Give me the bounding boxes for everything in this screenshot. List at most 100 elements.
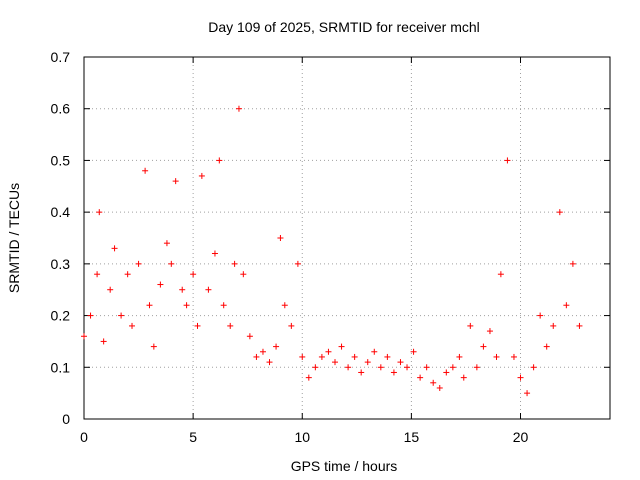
data-point [456,353,463,360]
data-point [467,322,474,329]
data-point [517,374,524,381]
data-point [205,286,212,293]
data-point [384,353,391,360]
y-tick-label: 0.2 [51,308,71,324]
y-tick-label: 0.1 [51,359,71,375]
chart-title: Day 109 of 2025, SRMTID for receiver mch… [208,19,480,35]
data-point [480,343,487,350]
data-point [194,322,201,329]
data-point [172,178,179,185]
data-point [443,369,450,376]
data-point [497,271,504,278]
y-tick-label: 0.7 [51,49,71,65]
x-tick-label: 5 [189,429,197,445]
data-point [345,364,352,371]
data-point [124,271,131,278]
data-point [211,250,218,257]
y-tick-label: 0.5 [51,152,71,168]
x-tick-label: 15 [404,429,420,445]
data-point [231,260,238,267]
data-point [537,312,544,319]
data-point [111,245,118,252]
x-tick-label: 10 [294,429,310,445]
axis-ticks: 0 0.1 0.2 0.3 0.4 0.5 0.6 0.7 0 5 10 15 20 [51,49,610,445]
data-point [312,364,319,371]
data-point [96,209,103,216]
data-point [235,105,242,112]
data-point [351,353,358,360]
data-point [493,353,500,360]
data-point [417,374,424,381]
data-point [273,343,280,350]
data-point [146,302,153,309]
data-point [299,353,306,360]
data-point [135,260,142,267]
data-point [150,343,157,350]
data-point [157,281,164,288]
data-point [371,348,378,355]
y-tick-label: 0.6 [51,101,71,117]
data-point [305,374,312,381]
data-point [530,364,537,371]
data-point [524,390,531,397]
data-point [168,260,175,267]
data-point [569,260,576,267]
data-point [163,240,170,247]
data-point [576,322,583,329]
data-point [179,286,186,293]
data-point [430,379,437,386]
x-tick-label: 0 [80,429,88,445]
data-point [183,302,190,309]
data-point [331,359,338,366]
x-tick-label: 20 [513,429,529,445]
data-point [410,348,417,355]
data-point [107,286,114,293]
data-point [460,374,467,381]
data-point [266,359,273,366]
data-point [390,369,397,376]
data-point [404,364,411,371]
grid-lines [84,57,610,419]
y-tick-label: 0.4 [51,204,71,220]
data-point [281,302,288,309]
data-point [253,353,260,360]
data-point [129,322,136,329]
data-point [550,322,557,329]
data-point [449,364,456,371]
data-point [246,333,253,340]
data-point [277,235,284,241]
y-tick-label: 0 [62,411,70,427]
data-point [318,353,325,360]
data-point [198,172,205,179]
data-point [338,343,345,350]
data-point [216,157,223,164]
data-point [563,302,570,309]
data-point [240,271,247,278]
data-point [100,338,107,345]
data-point [81,333,87,340]
data-points [81,105,583,397]
data-point [473,364,480,371]
data-point [364,359,371,366]
data-point [94,271,101,278]
data-point [142,167,149,174]
data-point [294,260,301,267]
data-point [227,322,234,329]
data-point [220,302,227,309]
data-point [423,364,430,371]
y-axis-label: SRMTID / TECUs [6,183,22,293]
data-point [510,353,517,360]
data-point [556,209,563,216]
data-point [377,364,384,371]
data-point [358,369,365,376]
data-point [288,322,295,329]
x-axis-label: GPS time / hours [291,458,398,474]
data-point [259,348,266,355]
data-point [504,157,511,164]
data-point [397,359,404,366]
data-point [325,348,332,355]
data-point [486,328,493,335]
data-point [543,343,550,350]
data-point [190,271,197,278]
